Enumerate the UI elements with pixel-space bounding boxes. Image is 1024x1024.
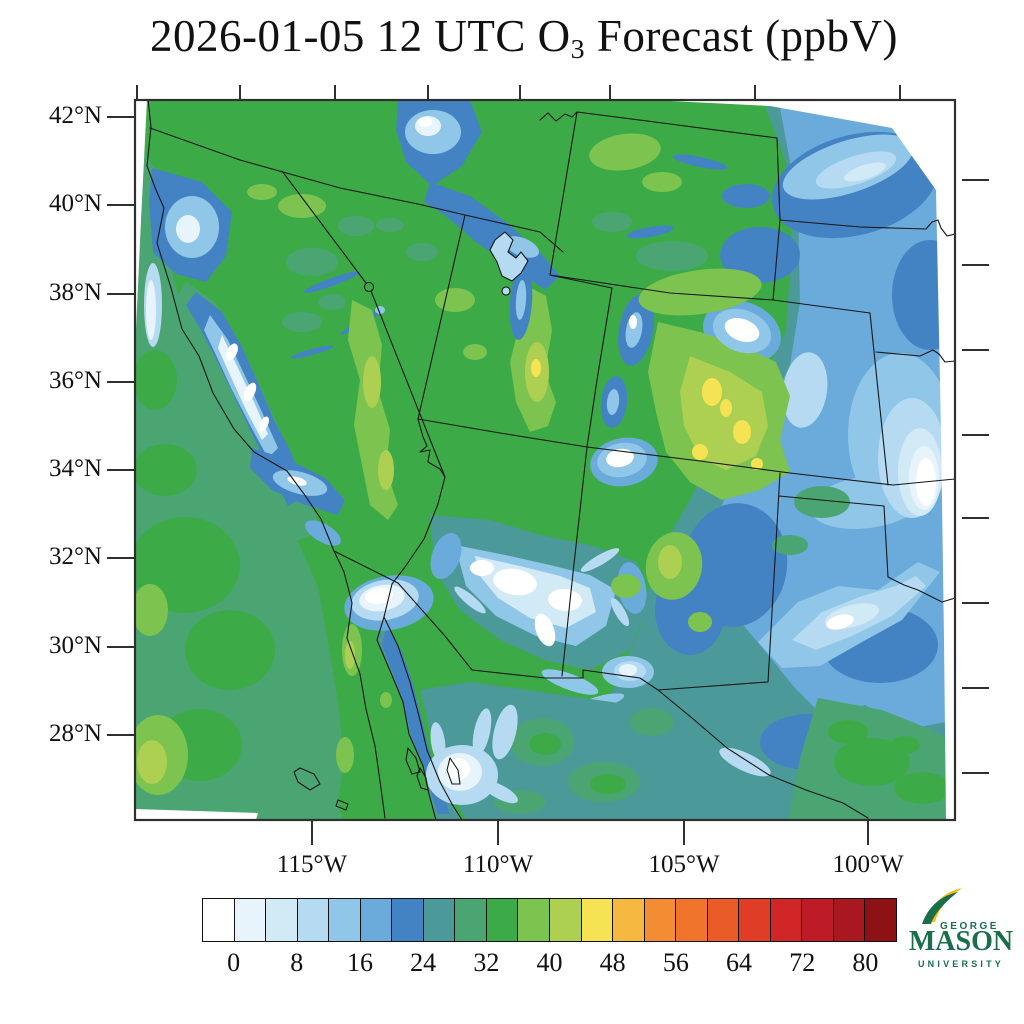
colorbar-swatch [580, 899, 613, 941]
colorbar-swatch [454, 899, 486, 941]
colorbar-swatch [643, 899, 676, 941]
title-subscript: 3 [570, 33, 586, 65]
map-frame [133, 98, 957, 822]
colorbar-swatch [517, 899, 550, 941]
colorbar-swatch [485, 899, 518, 941]
colorbar-swatch [738, 899, 770, 941]
title-suffix: Forecast (ppbV) [585, 11, 899, 61]
axis-ticks [107, 85, 989, 845]
colorbar-swatch [233, 899, 266, 941]
colorbar-swatch [296, 899, 329, 941]
colorbar-swatch [328, 899, 360, 941]
logo-university: UNIVERSITY [917, 959, 1004, 969]
colorbar-swatch [549, 899, 581, 941]
colorbar-swatch [832, 899, 865, 941]
colorbar-swatch [706, 899, 739, 941]
colorbar-swatch [675, 899, 707, 941]
page-title: 2026-01-05 12 UTC O3 Forecast (ppbV) [24, 10, 1024, 66]
colorbar-swatch [359, 899, 392, 941]
colorbar-swatch [612, 899, 644, 941]
map-field [135, 100, 955, 820]
colorbar-swatch [801, 899, 833, 941]
colorbar-swatch [422, 899, 455, 941]
colorbar-swatch [203, 899, 234, 941]
colorbar-swatch [769, 899, 802, 941]
gmu-logo: GEORGE MASON UNIVERSITY [896, 888, 1024, 980]
colorbar [202, 898, 897, 942]
gmu-leaf-icon [922, 888, 962, 924]
logo-mason: MASON [908, 926, 1014, 957]
colorbar-swatch [265, 899, 297, 941]
colorbar-swatch [864, 899, 897, 941]
logo-george: GEORGE [940, 921, 999, 932]
colorbar-swatch [391, 899, 423, 941]
title-prefix: 2026-01-05 12 UTC O [149, 11, 571, 61]
